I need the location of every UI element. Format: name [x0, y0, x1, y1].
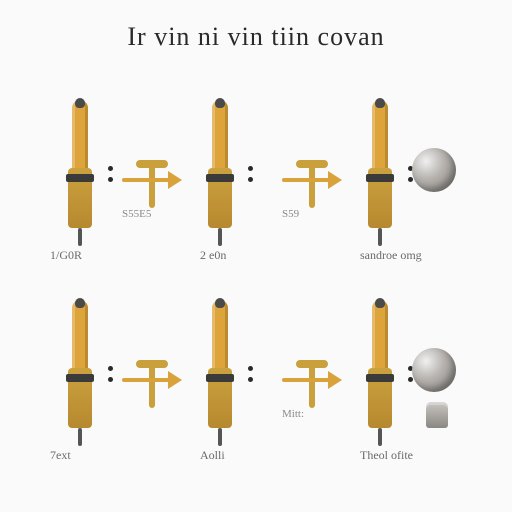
- t-stand-icon: [122, 360, 182, 420]
- pen-icon: [50, 100, 110, 250]
- arrow-icon: [122, 376, 180, 384]
- pen-icon: [350, 100, 410, 250]
- page-title: Ir vin ni vin tiin covan: [0, 22, 512, 52]
- pen-icon: [350, 300, 410, 450]
- pen-icon: [50, 300, 110, 450]
- pen-icon: [190, 300, 250, 450]
- step-sublabel-c: Mitt:: [282, 408, 304, 420]
- step-label-mid: Aolli: [200, 448, 225, 463]
- thimble-icon: [426, 402, 448, 428]
- step-label-right: Theol ofite: [360, 448, 413, 463]
- sphere-icon: [412, 148, 456, 192]
- sphere-icon: [412, 348, 456, 392]
- arrow-icon: [122, 176, 180, 184]
- arrow-icon: [282, 376, 340, 384]
- pen-icon: [190, 100, 250, 250]
- step-sublabel-a: S55E5: [122, 208, 151, 220]
- step-label-right: sandroe omg: [360, 248, 422, 263]
- step-label-left: 7ext: [50, 448, 71, 463]
- arrow-icon: [282, 176, 340, 184]
- diagram-row-1: S55E5 S59 1/G0R 2 e0n sandroe omg: [50, 100, 462, 250]
- step-sublabel-c: S59: [282, 208, 299, 220]
- diagram-row-2: Mitt: 7ext Aolli Theol ofite: [50, 300, 462, 450]
- step-label-left: 1/G0R: [50, 248, 82, 263]
- step-label-mid: 2 e0n: [200, 248, 226, 263]
